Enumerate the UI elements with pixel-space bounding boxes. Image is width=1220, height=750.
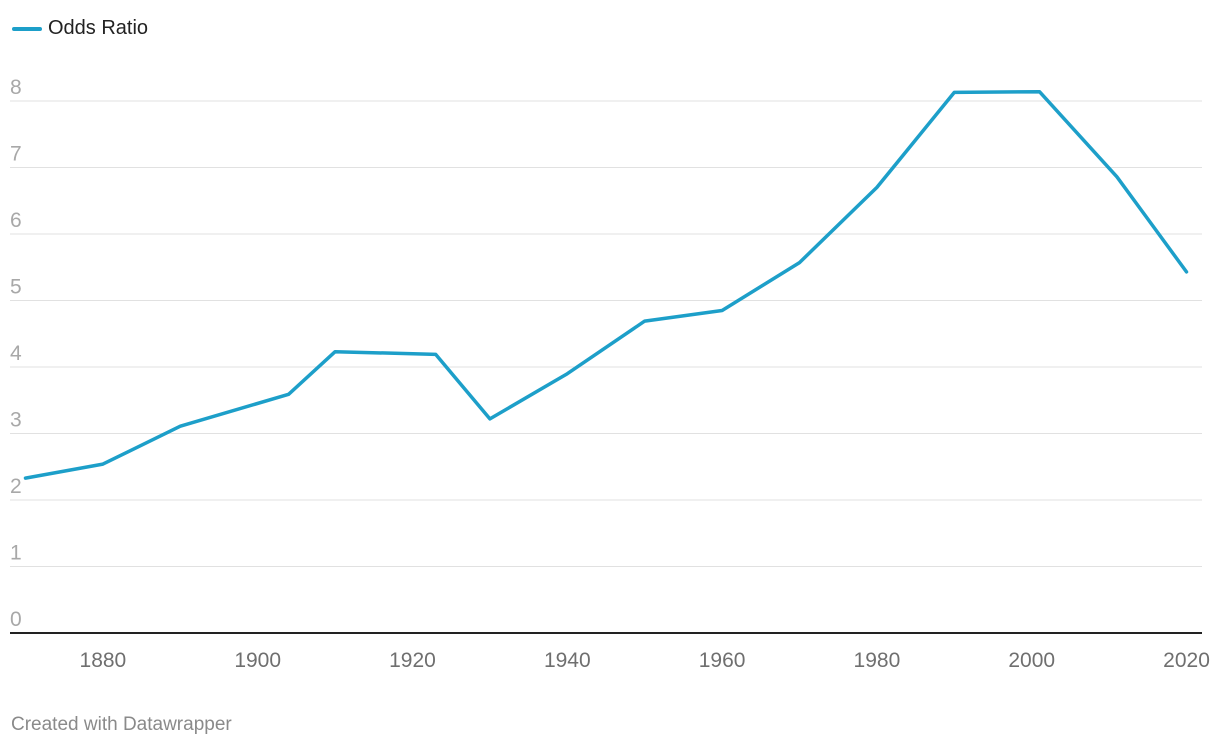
legend: Odds Ratio xyxy=(12,17,148,40)
x-tick-label: 1940 xyxy=(544,649,591,672)
y-tick-label: 8 xyxy=(10,76,22,99)
x-tick-label: 1980 xyxy=(854,649,901,672)
y-tick-label: 5 xyxy=(10,276,22,299)
y-tick-label: 7 xyxy=(10,143,22,166)
series-line-odds-ratio xyxy=(23,89,1189,480)
x-tick-label: 1880 xyxy=(80,649,127,672)
x-tick-label: 1920 xyxy=(389,649,436,672)
series-lines xyxy=(23,89,1189,480)
gridlines xyxy=(10,100,1202,567)
x-tick-label: 1960 xyxy=(699,649,746,672)
footer-credit: Created with Datawrapper xyxy=(11,714,232,735)
y-tick-label: 2 xyxy=(10,475,22,498)
y-tick-label: 4 xyxy=(10,342,22,365)
legend-swatch xyxy=(12,26,42,31)
y-tick-label: 1 xyxy=(10,542,22,565)
y-axis-ticks: 0 1 2 3 4 5 6 7 8 xyxy=(10,76,22,631)
legend-label: Odds Ratio xyxy=(48,17,149,39)
x-tick-label: 1900 xyxy=(234,649,281,672)
x-tick-label: 2020 xyxy=(1163,649,1210,672)
y-tick-label: 6 xyxy=(10,209,22,232)
y-tick-label: 3 xyxy=(10,409,22,432)
y-tick-label: 0 xyxy=(10,608,22,631)
x-tick-label: 2000 xyxy=(1008,649,1055,672)
x-axis-ticks: 1880 1900 1920 1940 1960 1980 2000 2020 xyxy=(80,649,1210,672)
